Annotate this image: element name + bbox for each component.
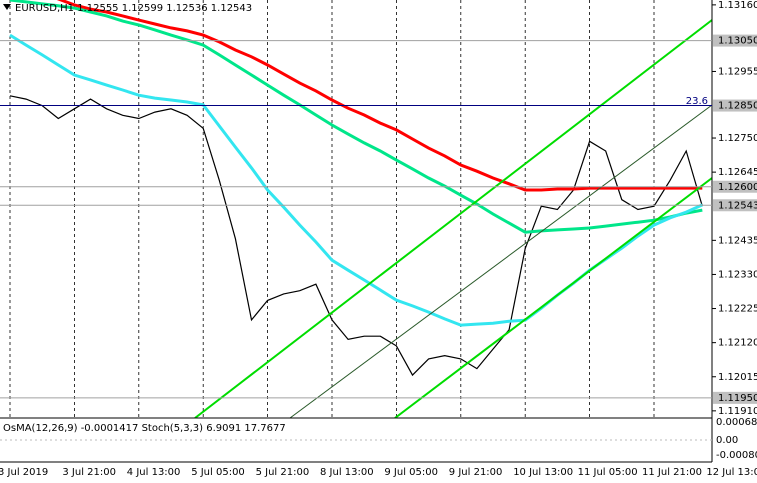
indicator-tick: -0.000802 (716, 450, 757, 461)
moving-average (56, 0, 703, 192)
moving-average (9, 0, 703, 234)
level-label-box (713, 199, 757, 212)
x-tick-label: 11 Jul 21:00 (642, 467, 702, 478)
y-tick-label: 1.12015 (718, 372, 757, 383)
chart-title: EURUSD,H1 1.12555 1.12599 1.12536 1.1254… (15, 3, 252, 14)
channel-upper (194, 19, 712, 418)
x-tick-label: 5 Jul 21:00 (256, 467, 310, 478)
symbol-icon (3, 4, 11, 10)
y-tick-label: 1.12225 (718, 304, 757, 315)
level-label-box (713, 391, 757, 404)
x-tick-label: 9 Jul 05:00 (384, 467, 438, 478)
y-tick-label: 1.12120 (718, 338, 757, 349)
x-tick-label: 8 Jul 13:00 (320, 467, 374, 478)
indicator-tick: 0.000683 (716, 417, 757, 428)
indicator-tick: 0.00 (716, 435, 738, 446)
x-tick-label: 3 Jul 2019 (0, 467, 48, 478)
trend-lines (194, 19, 712, 418)
x-tick-label: 4 Jul 13:00 (127, 467, 181, 478)
x-tick-label: 9 Jul 21:00 (449, 467, 503, 478)
y-tick-label: 1.13160 (718, 0, 757, 11)
level-label: 1.12600 (718, 182, 757, 193)
x-tick-label: 5 Jul 05:00 (191, 467, 245, 478)
level-label-box (713, 34, 757, 47)
y-tick-label: 1.12955 (718, 66, 757, 77)
channel-mid (289, 104, 712, 418)
level-label: 1.12543 (718, 200, 757, 211)
indicator-label: OsMA(12,26,9) -0.0001417 Stoch(5,3,3) 6.… (3, 423, 286, 434)
moving-average (9, 33, 703, 327)
y-tick-label: 1.11910 (718, 406, 757, 417)
x-tick-label: 10 Jul 13:00 (513, 467, 573, 478)
level-label-box (713, 180, 757, 193)
x-tick-label: 12 Jul 13:00 (706, 467, 757, 478)
level-label: 1.11950 (718, 393, 757, 404)
level-label: 1.13050 (718, 36, 757, 47)
level-label: 1.12850 (718, 101, 757, 112)
x-tick-label: 11 Jul 05:00 (578, 467, 638, 478)
channel-lower (394, 177, 712, 418)
fib-annotation: 23.6 (686, 96, 708, 107)
price-line (9, 95, 703, 377)
x-tick-label: 3 Jul 21:00 (62, 467, 116, 478)
y-tick-label: 1.12435 (718, 235, 757, 246)
level-label-box (713, 99, 757, 112)
y-tick-label: 1.12645 (718, 167, 757, 178)
plot-area (9, 0, 703, 418)
y-tick-label: 1.12750 (718, 133, 757, 144)
y-tick-label: 1.12330 (718, 269, 757, 280)
